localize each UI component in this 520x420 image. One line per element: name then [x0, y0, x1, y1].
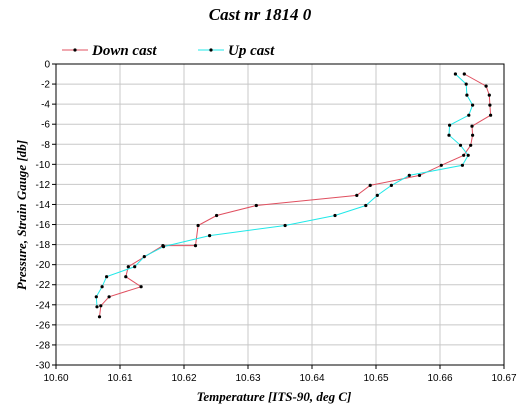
data-point: [193, 244, 198, 248]
data-point: [99, 304, 103, 308]
series-up-cast: [94, 72, 475, 309]
data-point: [208, 234, 212, 238]
series-down-cast: [97, 72, 493, 319]
x-tick-label: 10.65: [363, 373, 388, 384]
data-point: [95, 305, 99, 309]
y-tick-label: -24: [36, 300, 51, 311]
legend: Down cast Up cast: [62, 43, 275, 59]
x-tick-label: 10.62: [171, 373, 196, 384]
y-tick-label: -30: [36, 361, 51, 372]
data-point: [142, 255, 146, 259]
data-point: [489, 113, 493, 117]
data-point: [471, 103, 475, 107]
data-point: [466, 153, 470, 157]
data-point: [105, 275, 109, 279]
data-point: [196, 223, 200, 228]
x-tick-label: 10.67: [491, 373, 516, 384]
data-point: [254, 203, 258, 208]
data-point: [368, 183, 372, 187]
y-tick-label: 0: [44, 60, 50, 71]
data-point: [453, 72, 457, 76]
y-axis: 0 -2 -4 -6 -8 -10 -12 -14 -16 -18 -20 -22 -24 -26 -28 -…: [36, 60, 56, 372]
data-point: [465, 93, 469, 97]
data-point: [215, 213, 219, 218]
y-tick-label: -22: [36, 280, 51, 291]
data-point: [133, 265, 137, 269]
data-point: [464, 82, 468, 86]
data-point: [439, 163, 443, 167]
x-axis: 10.60 10.61 10.62 10.63 10.64 10.65 10.66 10.67: [43, 365, 517, 384]
y-axis-title: Pressure, Strain Gauge [db]: [14, 140, 29, 290]
chart-title: Cast nr 1814 0: [209, 5, 312, 24]
data-point: [462, 72, 466, 76]
y-tick-label: -26: [36, 320, 51, 331]
x-tick-label: 10.63: [235, 373, 260, 384]
y-tick-label: -10: [36, 160, 51, 171]
data-point: [107, 295, 111, 299]
x-tick-label: 10.60: [43, 373, 68, 384]
data-point: [448, 123, 452, 127]
y-tick-label: -12: [36, 180, 51, 191]
data-point: [333, 213, 337, 218]
y-tick-label: -4: [41, 100, 50, 111]
data-point: [447, 133, 451, 137]
y-tick-label: -6: [41, 120, 50, 131]
x-tick-label: 10.66: [427, 373, 452, 384]
data-point: [126, 265, 130, 269]
legend-label-up-cast: Up cast: [228, 43, 275, 59]
data-point: [355, 193, 359, 197]
data-point: [389, 183, 393, 187]
data-point: [458, 143, 463, 147]
data-point: [484, 84, 488, 88]
data-point: [100, 285, 104, 289]
legend-label-down-cast: Down cast: [91, 43, 157, 59]
gridlines: [56, 64, 504, 365]
y-tick-label: -18: [36, 240, 51, 251]
series-line: [95, 73, 474, 307]
data-point: [97, 315, 102, 319]
data-point: [94, 295, 98, 299]
series-line: [99, 73, 492, 317]
data-point: [462, 153, 466, 157]
legend-item-up-cast: Up cast: [198, 43, 275, 59]
data-point: [124, 275, 128, 279]
data-point: [467, 113, 471, 117]
data-point: [470, 124, 474, 128]
data-point: [375, 193, 379, 197]
data-point: [460, 163, 464, 167]
data-point: [139, 285, 143, 289]
x-tick-label: 10.64: [299, 373, 324, 384]
data-point: [417, 173, 422, 177]
y-tick-label: -28: [36, 340, 51, 351]
data-point: [283, 223, 287, 228]
x-tick-label: 10.61: [107, 373, 132, 384]
series-layer: [94, 72, 493, 319]
data-point: [469, 143, 473, 147]
data-point: [161, 245, 166, 249]
y-tick-label: -16: [36, 220, 51, 231]
y-tick-label: -2: [41, 80, 50, 91]
y-tick-label: -14: [36, 200, 51, 211]
plot-area-frame: [55, 63, 505, 366]
legend-item-down-cast: Down cast: [62, 43, 157, 59]
y-tick-label: -8: [41, 140, 50, 151]
data-point: [471, 133, 475, 137]
data-point: [407, 173, 411, 177]
data-point: [487, 93, 491, 97]
x-axis-title: Temperature [ITS-90, deg C]: [197, 389, 352, 404]
y-tick-label: -20: [36, 260, 51, 271]
data-point: [364, 203, 368, 208]
data-point: [488, 103, 492, 107]
